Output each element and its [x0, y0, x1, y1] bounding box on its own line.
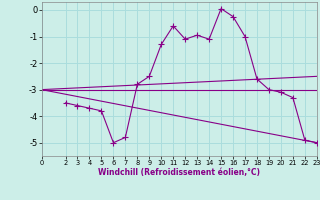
- X-axis label: Windchill (Refroidissement éolien,°C): Windchill (Refroidissement éolien,°C): [98, 168, 260, 177]
